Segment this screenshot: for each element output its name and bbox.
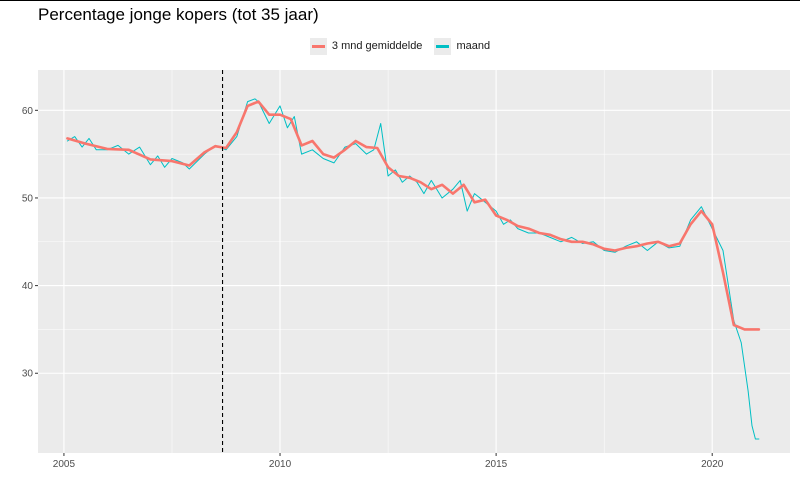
legend-key-3mnd xyxy=(309,37,327,55)
x-tick-label: 2020 xyxy=(701,459,724,470)
legend-item-3mnd: 3 mnd gemiddelde xyxy=(309,37,423,55)
y-tick-label: 50 xyxy=(22,193,34,204)
x-tick-label: 2005 xyxy=(53,459,76,470)
legend-item-maand: maand xyxy=(434,37,491,55)
x-tick-label: 2010 xyxy=(269,459,292,470)
series-line-maand xyxy=(66,98,760,440)
y-tick-label: 60 xyxy=(22,106,34,117)
legend-label-3mnd: 3 mnd gemiddelde xyxy=(331,40,423,52)
plot-panel xyxy=(38,70,790,453)
legend: 3 mnd gemiddelde maand xyxy=(0,36,800,56)
legend-label-maand: maand xyxy=(456,40,491,52)
y-tick-label: 40 xyxy=(22,281,34,292)
y-tick-label: 30 xyxy=(22,369,34,380)
top-border xyxy=(0,0,800,1)
legend-key-maand xyxy=(434,37,452,55)
x-tick-label: 2015 xyxy=(485,459,508,470)
series-line-3mnd xyxy=(66,100,761,331)
chart-title: Percentage jonge kopers (tot 35 jaar) xyxy=(38,5,319,24)
